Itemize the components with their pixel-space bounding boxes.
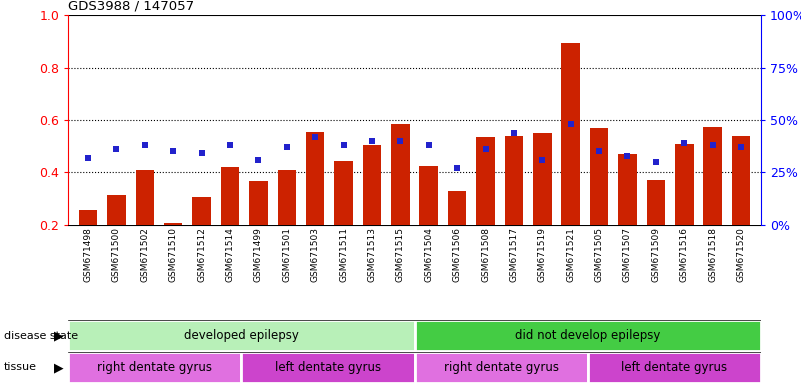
Bar <box>241 352 415 383</box>
Text: developed epilepsy: developed epilepsy <box>184 329 299 342</box>
Bar <box>334 161 352 225</box>
Bar <box>533 133 552 225</box>
Text: GSM671514: GSM671514 <box>225 227 235 282</box>
Bar <box>68 352 241 383</box>
Bar <box>135 170 154 225</box>
Bar <box>107 195 126 225</box>
Bar <box>646 180 665 225</box>
Bar <box>164 223 183 225</box>
Bar <box>588 352 761 383</box>
Text: GSM671511: GSM671511 <box>339 227 348 283</box>
Text: GSM671504: GSM671504 <box>425 227 433 282</box>
Bar <box>562 43 580 225</box>
Text: GSM671518: GSM671518 <box>708 227 717 283</box>
Bar <box>618 154 637 225</box>
Text: GSM671508: GSM671508 <box>481 227 490 283</box>
Bar <box>420 166 438 225</box>
Bar <box>192 197 211 225</box>
Text: GSM671515: GSM671515 <box>396 227 405 283</box>
Text: GSM671509: GSM671509 <box>651 227 660 283</box>
Text: GSM671506: GSM671506 <box>453 227 461 283</box>
Bar <box>68 320 415 351</box>
Text: disease state: disease state <box>4 331 78 341</box>
Text: GSM671505: GSM671505 <box>594 227 604 283</box>
Text: GSM671502: GSM671502 <box>140 227 149 282</box>
Bar <box>505 136 523 225</box>
Bar <box>477 137 495 225</box>
Text: GDS3988 / 147057: GDS3988 / 147057 <box>68 0 194 13</box>
Bar <box>590 128 608 225</box>
Text: GSM671499: GSM671499 <box>254 227 263 282</box>
Text: did not develop epilepsy: did not develop epilepsy <box>515 329 660 342</box>
Bar <box>306 132 324 225</box>
Text: GSM671513: GSM671513 <box>368 227 376 283</box>
Bar <box>703 127 722 225</box>
Text: left dentate gyrus: left dentate gyrus <box>275 361 381 374</box>
Text: GSM671517: GSM671517 <box>509 227 518 283</box>
Text: GSM671503: GSM671503 <box>311 227 320 283</box>
Text: GSM671510: GSM671510 <box>169 227 178 283</box>
Bar <box>732 136 751 225</box>
Bar <box>363 145 381 225</box>
Bar <box>221 167 239 225</box>
Bar <box>78 210 97 225</box>
Text: left dentate gyrus: left dentate gyrus <box>622 361 727 374</box>
Bar <box>448 190 466 225</box>
Text: GSM671521: GSM671521 <box>566 227 575 282</box>
Text: GSM671512: GSM671512 <box>197 227 206 282</box>
Text: right dentate gyrus: right dentate gyrus <box>444 361 558 374</box>
Text: GSM671519: GSM671519 <box>537 227 547 283</box>
Text: GSM671520: GSM671520 <box>737 227 746 282</box>
Bar <box>277 170 296 225</box>
Text: GSM671500: GSM671500 <box>112 227 121 283</box>
Bar <box>675 144 694 225</box>
Text: GSM671498: GSM671498 <box>83 227 92 282</box>
Text: ▶: ▶ <box>54 361 63 374</box>
Bar <box>415 320 761 351</box>
Bar <box>249 182 268 225</box>
Text: ▶: ▶ <box>54 329 63 342</box>
Bar <box>391 124 409 225</box>
Text: GSM671516: GSM671516 <box>680 227 689 283</box>
Bar <box>415 352 588 383</box>
Text: tissue: tissue <box>4 362 37 372</box>
Text: GSM671501: GSM671501 <box>282 227 292 283</box>
Text: right dentate gyrus: right dentate gyrus <box>97 361 212 374</box>
Text: GSM671507: GSM671507 <box>623 227 632 283</box>
